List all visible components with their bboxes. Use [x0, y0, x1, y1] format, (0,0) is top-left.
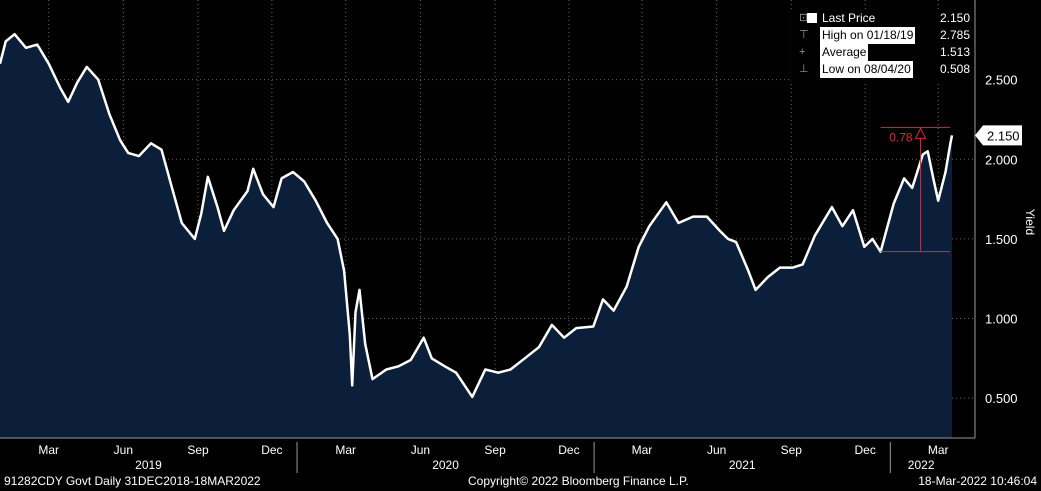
legend-value: 2.785: [939, 28, 970, 42]
legend-low: ⊥ Low on 08/04/20 0.508: [791, 61, 974, 78]
y-tick-label: 2.000: [985, 152, 1018, 167]
y-axis-label: Yield: [1023, 209, 1037, 235]
range-annotation: 0.78: [880, 126, 950, 253]
x-tick-label: Mar: [632, 443, 653, 457]
last-price-tag: [975, 125, 1022, 146]
legend-high: ⊤ High on 01/18/19 2.785: [791, 27, 974, 44]
x-tick-label: Mar: [335, 443, 356, 457]
year-label: 2022: [908, 458, 935, 472]
x-tick-label: Sep: [484, 443, 506, 457]
legend-value: 1.513: [939, 45, 970, 59]
year-label: 2021: [729, 458, 756, 472]
range-label: 0.78: [889, 130, 913, 144]
y-tick-label: 2.500: [985, 73, 1018, 88]
y-tick-label: 0.500: [985, 391, 1018, 406]
series-area: [0, 34, 952, 438]
legend-swatch: [807, 13, 817, 23]
legend-value: 0.508: [939, 62, 970, 76]
legend: ⊡ Last Price 2.150 ⊤ High on 01/18/19 2.…: [791, 10, 974, 82]
y-axis: 0.500 1.000 1.500 2.000 2.500 2.150: [974, 0, 1022, 438]
series-line: [0, 32, 954, 399]
x-tick-label: Jun: [411, 443, 430, 457]
legend-last-price: ⊡ Last Price 2.150: [791, 10, 974, 27]
legend-average: + Average 1.513: [791, 44, 974, 61]
legend-marker-icon: +: [799, 46, 806, 58]
footer-copyright: Copyright© 2022 Bloomberg Finance L.P.: [468, 474, 689, 488]
legend-label: Average: [820, 44, 869, 61]
legend-marker-icon: ⊤: [799, 29, 809, 41]
year-label: 2019: [135, 458, 162, 472]
year-label: 2020: [432, 458, 459, 472]
x-tick-label: Mar: [38, 443, 59, 457]
legend-value: 2.150: [939, 11, 970, 25]
x-tick-label: Dec: [261, 443, 282, 457]
legend-label: Last Price: [822, 11, 876, 25]
y-tick-label: 1.000: [985, 312, 1018, 327]
x-axis: Mar Jun Sep Dec Mar Jun Sep Dec Mar Jun Sep Dec Mar2…: [0, 437, 975, 473]
footer-timestamp: 18-Mar-2022 10:46:04: [918, 474, 1037, 488]
x-tick-label: Jun: [114, 443, 133, 457]
legend-label: Low on 08/04/20: [820, 61, 913, 78]
y-tick-label: 1.500: [985, 232, 1018, 247]
last-price-label: 2.150: [987, 128, 1020, 143]
x-tick-label: Sep: [781, 443, 803, 457]
range-arrow-icon: [914, 127, 927, 139]
x-tick-label: Sep: [187, 443, 209, 457]
x-tick-label: Dec: [854, 443, 875, 457]
x-tick-label: Jun: [707, 443, 726, 457]
footer-ticker: 91282CDY Govt Daily 31DEC2018-18MAR2022: [4, 474, 261, 488]
legend-marker-icon: ⊡: [799, 12, 809, 24]
x-tick-label: Mar: [928, 443, 949, 457]
x-tick-label: Dec: [558, 443, 579, 457]
legend-label: High on 01/18/19: [820, 27, 916, 44]
legend-marker-icon: ⊥: [799, 63, 809, 75]
